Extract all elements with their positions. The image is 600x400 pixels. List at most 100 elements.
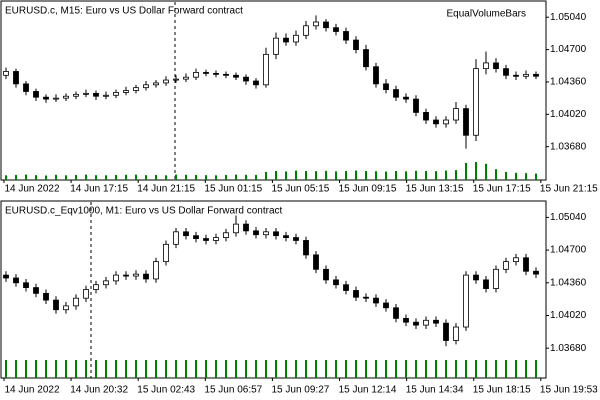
- candle-body: [263, 231, 269, 236]
- candle-body: [493, 62, 499, 70]
- candle-body: [373, 66, 379, 85]
- candle-body: [103, 280, 109, 286]
- volume-bar: [125, 174, 127, 180]
- plot-frame: [0, 0, 547, 181]
- candle-body: [83, 92, 89, 95]
- candle-body: [523, 257, 529, 272]
- volume-bar: [205, 360, 207, 378]
- candle-body: [163, 79, 169, 84]
- volume-bar: [525, 173, 527, 180]
- candle-body: [143, 84, 149, 89]
- y-tick-label: 1.05040: [550, 212, 587, 223]
- volume-bar: [355, 170, 357, 180]
- candle-body: [483, 62, 489, 70]
- candle-body: [243, 223, 249, 232]
- candle-body: [203, 72, 209, 74]
- candle-body: [73, 93, 79, 97]
- candle-body: [93, 92, 99, 97]
- candle-body: [163, 243, 169, 263]
- volume-bar: [35, 175, 37, 180]
- volume-bar: [35, 360, 37, 378]
- volume-bar: [155, 360, 157, 378]
- x-tick-label: 14 Jun 20:32: [70, 385, 128, 396]
- candle-body: [73, 297, 79, 307]
- volume-bar: [115, 360, 117, 378]
- volume-bar: [475, 360, 477, 378]
- candle-body: [373, 297, 379, 304]
- candle-body: [473, 274, 479, 281]
- volume-bar: [525, 360, 527, 378]
- x-tick-label: 15 Jun 14:34: [406, 385, 464, 396]
- candle-body: [333, 279, 339, 286]
- candle-body: [193, 235, 199, 239]
- candle-body: [23, 282, 29, 288]
- volume-bar: [185, 360, 187, 378]
- volume-bar: [195, 174, 197, 180]
- candle-body: [63, 305, 69, 311]
- candle-body: [253, 80, 259, 86]
- candle-body: [303, 240, 309, 256]
- candle-body: [453, 108, 459, 121]
- candle-body: [113, 92, 119, 96]
- candle-body: [413, 321, 419, 326]
- candle-body: [183, 231, 189, 237]
- volume-bar: [75, 174, 77, 180]
- volume-bar: [125, 360, 127, 378]
- candle-body: [303, 25, 309, 36]
- candle-body: [103, 94, 109, 97]
- candle-body: [443, 119, 449, 125]
- candle-body: [233, 223, 239, 234]
- volume-bar: [375, 171, 377, 180]
- y-tick-label: 1.04360: [550, 77, 587, 88]
- candle-body: [213, 237, 219, 241]
- x-tick-label: 14 Jun 2022: [4, 385, 59, 396]
- y-tick-label: 1.04020: [550, 310, 587, 321]
- candle-body: [133, 87, 139, 91]
- volume-bar: [215, 175, 217, 180]
- volume-bar: [325, 170, 327, 180]
- volume-bar: [435, 171, 437, 180]
- candle-body: [253, 230, 259, 236]
- y-tick-label: 1.04700: [550, 44, 587, 55]
- candle-body: [263, 53, 269, 86]
- volume-bar: [25, 360, 27, 378]
- candle-body: [273, 37, 279, 55]
- x-tick-label: 15 Jun 06:57: [204, 385, 262, 396]
- volume-bar: [505, 360, 507, 378]
- candle-body: [273, 231, 279, 237]
- x-tick-label: 15 Jun 18:15: [473, 385, 531, 396]
- candle-body: [283, 235, 289, 238]
- x-tick-label: 15 Jun 09:15: [339, 184, 397, 195]
- volume-bar: [95, 175, 97, 180]
- candle-body: [473, 68, 479, 136]
- candle-body: [533, 270, 539, 275]
- volume-bar: [45, 175, 47, 180]
- volume-bar: [215, 360, 217, 378]
- candle-body: [503, 68, 509, 76]
- candle-body: [403, 96, 409, 100]
- volume-bar: [245, 174, 247, 180]
- candle-body: [533, 73, 539, 77]
- candle-body: [223, 73, 229, 76]
- candle-body: [503, 261, 509, 270]
- x-tick-label: 15 Jun 05:15: [271, 184, 329, 195]
- x-tick-label: 14 Jun 17:15: [70, 184, 128, 195]
- candle-body: [343, 31, 349, 41]
- candle-body: [363, 296, 369, 299]
- volume-bar: [85, 174, 87, 180]
- volume-bar: [105, 175, 107, 180]
- volume-bar: [335, 360, 337, 378]
- volume-bar: [45, 360, 47, 378]
- chart-title: EURUSD.c, M15: Euro vs US Dollar Forward…: [5, 6, 243, 17]
- x-tick-label: 15 Jun 12:14: [339, 385, 397, 396]
- volume-bar: [155, 174, 157, 180]
- volume-bar: [395, 360, 397, 378]
- candle-body: [323, 268, 329, 281]
- volume-bar: [145, 360, 147, 378]
- candle-body: [123, 90, 129, 93]
- candle-body: [513, 257, 519, 263]
- y-tick-label: 1.04020: [550, 109, 587, 120]
- candle-body: [3, 274, 9, 279]
- candle-body: [413, 98, 419, 113]
- candle-body: [443, 322, 449, 341]
